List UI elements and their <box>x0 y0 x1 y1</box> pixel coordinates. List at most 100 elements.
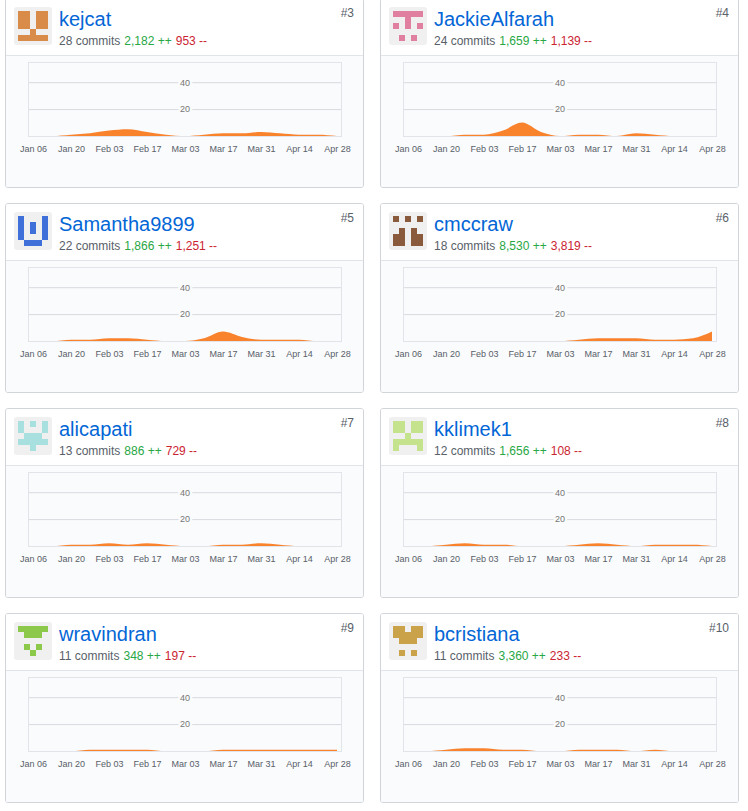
svg-text:Mar 17: Mar 17 <box>209 759 237 769</box>
svg-text:Jan 20: Jan 20 <box>433 554 460 564</box>
svg-text:Feb 17: Feb 17 <box>133 759 161 769</box>
svg-text:Jan 06: Jan 06 <box>395 554 422 564</box>
svg-text:Mar 03: Mar 03 <box>546 144 574 154</box>
html-text:bcristiana: bcristiana <box>434 623 520 645</box>
svg-text:Apr 28: Apr 28 <box>699 759 726 769</box>
svg-text:Mar 31: Mar 31 <box>622 349 650 359</box>
svg-text:40: 40 <box>180 693 190 703</box>
svg-text:Jan 06: Jan 06 <box>20 349 47 359</box>
html-text:kejcat: kejcat <box>59 8 112 30</box>
svg-text:Jan 20: Jan 20 <box>58 144 85 154</box>
svg-text:Apr 14: Apr 14 <box>661 554 688 564</box>
svg-text:20: 20 <box>555 514 565 524</box>
svg-text:Mar 31: Mar 31 <box>247 349 275 359</box>
svg-text:Feb 17: Feb 17 <box>508 759 536 769</box>
svg-text:Apr 14: Apr 14 <box>286 144 313 154</box>
svg-text:Apr 14: Apr 14 <box>286 554 313 564</box>
svg-text:Jan 06: Jan 06 <box>395 144 422 154</box>
svg-text:Apr 28: Apr 28 <box>324 144 351 154</box>
svg-text:Feb 03: Feb 03 <box>95 554 123 564</box>
html-text:wravindran: wravindran <box>59 623 157 645</box>
svg-text:Mar 03: Mar 03 <box>171 554 199 564</box>
svg-text:Mar 17: Mar 17 <box>209 144 237 154</box>
svg-text:Mar 03: Mar 03 <box>546 349 574 359</box>
svg-text:40: 40 <box>555 693 565 703</box>
svg-text:Mar 31: Mar 31 <box>247 759 275 769</box>
svg-text:Mar 17: Mar 17 <box>209 554 237 564</box>
svg-text:Mar 03: Mar 03 <box>546 554 574 564</box>
svg-text:Apr 28: Apr 28 <box>324 349 351 359</box>
svg-text:Mar 03: Mar 03 <box>171 759 199 769</box>
svg-text:40: 40 <box>555 488 565 498</box>
svg-text:20: 20 <box>555 719 565 729</box>
svg-text:20: 20 <box>555 104 565 114</box>
svg-text:Jan 20: Jan 20 <box>58 554 85 564</box>
html-text:#4: #4 <box>715 6 729 20</box>
svg-text:20: 20 <box>180 104 190 114</box>
svg-text:Mar 03: Mar 03 <box>171 349 199 359</box>
html-text:kklimek1: kklimek1 <box>434 418 512 440</box>
svg-text:Jan 20: Jan 20 <box>433 759 460 769</box>
svg-text:Feb 17: Feb 17 <box>508 554 536 564</box>
svg-text:Mar 31: Mar 31 <box>622 144 650 154</box>
svg-text:Apr 14: Apr 14 <box>661 144 688 154</box>
svg-text:Apr 28: Apr 28 <box>324 759 351 769</box>
svg-text:Mar 17: Mar 17 <box>584 759 612 769</box>
svg-text:Feb 03: Feb 03 <box>95 759 123 769</box>
html-text:JackieAlfarah: JackieAlfarah <box>434 8 555 30</box>
svg-text:Apr 14: Apr 14 <box>286 759 313 769</box>
svg-text:Feb 03: Feb 03 <box>470 144 498 154</box>
svg-text:Apr 28: Apr 28 <box>699 144 726 154</box>
svg-text:Jan 06: Jan 06 <box>20 554 47 564</box>
svg-text:Jan 20: Jan 20 <box>433 349 460 359</box>
html-text:24 commits 1,659 ++ 1,139 --: 24 commits 1,659 ++ 1,139 -- <box>434 34 593 48</box>
svg-text:40: 40 <box>180 283 190 293</box>
svg-text:Jan 06: Jan 06 <box>20 144 47 154</box>
svg-text:Mar 17: Mar 17 <box>584 554 612 564</box>
svg-text:Feb 03: Feb 03 <box>470 349 498 359</box>
svg-text:20: 20 <box>180 719 190 729</box>
svg-text:Mar 31: Mar 31 <box>247 554 275 564</box>
svg-text:Apr 28: Apr 28 <box>699 349 726 359</box>
svg-text:40: 40 <box>555 283 565 293</box>
svg-text:Jan 20: Jan 20 <box>58 349 85 359</box>
svg-text:20: 20 <box>180 514 190 524</box>
svg-text:Feb 17: Feb 17 <box>508 349 536 359</box>
svg-text:Jan 20: Jan 20 <box>433 144 460 154</box>
svg-text:Feb 03: Feb 03 <box>470 554 498 564</box>
svg-text:Mar 03: Mar 03 <box>171 144 199 154</box>
svg-text:Mar 17: Mar 17 <box>584 144 612 154</box>
svg-text:Feb 17: Feb 17 <box>508 144 536 154</box>
svg-text:Jan 06: Jan 06 <box>20 759 47 769</box>
svg-text:20: 20 <box>180 309 190 319</box>
svg-text:Feb 03: Feb 03 <box>95 349 123 359</box>
svg-text:Apr 14: Apr 14 <box>286 349 313 359</box>
svg-text:Feb 17: Feb 17 <box>133 349 161 359</box>
svg-text:Mar 17: Mar 17 <box>584 349 612 359</box>
html-text:#3: #3 <box>340 6 354 20</box>
svg-text:Mar 31: Mar 31 <box>622 554 650 564</box>
svg-text:Mar 03: Mar 03 <box>546 759 574 769</box>
svg-text:Feb 17: Feb 17 <box>133 144 161 154</box>
svg-text:Apr 14: Apr 14 <box>661 759 688 769</box>
svg-text:Feb 03: Feb 03 <box>470 759 498 769</box>
html-text:28 commits 2,182 ++ 953 --: 28 commits 2,182 ++ 953 -- <box>59 34 208 48</box>
svg-text:Mar 17: Mar 17 <box>209 349 237 359</box>
html-text:Samantha9899: Samantha9899 <box>59 213 195 235</box>
svg-text:40: 40 <box>180 78 190 88</box>
svg-text:Apr 28: Apr 28 <box>324 554 351 564</box>
html-text:alicapati: alicapati <box>59 418 133 440</box>
svg-text:40: 40 <box>555 78 565 88</box>
svg-text:Apr 14: Apr 14 <box>661 349 688 359</box>
svg-text:Mar 31: Mar 31 <box>247 144 275 154</box>
svg-text:40: 40 <box>180 488 190 498</box>
svg-text:Apr 28: Apr 28 <box>699 554 726 564</box>
svg-text:Feb 17: Feb 17 <box>133 554 161 564</box>
svg-text:Feb 03: Feb 03 <box>95 144 123 154</box>
html-text:cmccraw: cmccraw <box>434 213 513 235</box>
svg-text:Mar 31: Mar 31 <box>622 759 650 769</box>
svg-text:Jan 20: Jan 20 <box>58 759 85 769</box>
svg-text:Jan 06: Jan 06 <box>395 349 422 359</box>
svg-text:Jan 06: Jan 06 <box>395 759 422 769</box>
svg-text:20: 20 <box>555 309 565 319</box>
